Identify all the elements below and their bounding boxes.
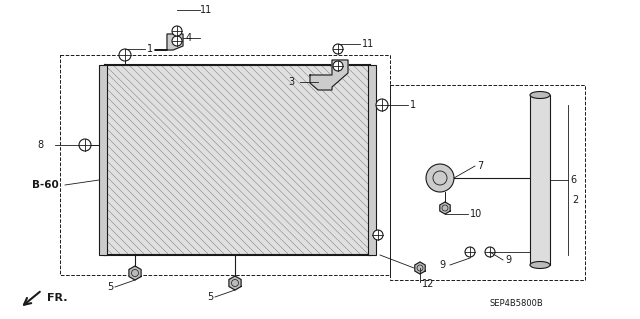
Polygon shape bbox=[440, 202, 450, 214]
Circle shape bbox=[373, 230, 383, 240]
Circle shape bbox=[376, 99, 388, 111]
Text: B-60: B-60 bbox=[32, 180, 59, 190]
Polygon shape bbox=[310, 60, 348, 90]
Polygon shape bbox=[415, 262, 425, 274]
Ellipse shape bbox=[530, 262, 550, 269]
Bar bbox=[368, 65, 376, 255]
Text: 5: 5 bbox=[207, 292, 213, 302]
Circle shape bbox=[172, 36, 182, 46]
Polygon shape bbox=[155, 34, 183, 50]
Bar bbox=[530, 95, 550, 265]
Polygon shape bbox=[129, 266, 141, 280]
Text: 1: 1 bbox=[410, 100, 416, 110]
Bar bbox=[99, 65, 107, 255]
Bar bbox=[390, 85, 585, 280]
Text: 7: 7 bbox=[477, 161, 483, 171]
Text: 6: 6 bbox=[570, 175, 576, 185]
Text: 11: 11 bbox=[362, 39, 374, 49]
Text: 9: 9 bbox=[439, 260, 445, 270]
Circle shape bbox=[485, 247, 495, 257]
Circle shape bbox=[333, 61, 343, 71]
Bar bbox=[105, 65, 370, 255]
Circle shape bbox=[172, 26, 182, 36]
Text: 8: 8 bbox=[37, 140, 43, 150]
Text: 2: 2 bbox=[572, 195, 579, 205]
Polygon shape bbox=[229, 276, 241, 290]
Circle shape bbox=[79, 139, 91, 151]
Text: 1: 1 bbox=[147, 44, 153, 54]
Text: 3: 3 bbox=[288, 77, 294, 87]
Circle shape bbox=[465, 247, 475, 257]
Text: FR.: FR. bbox=[47, 293, 67, 303]
Circle shape bbox=[119, 49, 131, 61]
Text: 12: 12 bbox=[422, 279, 435, 289]
Text: 10: 10 bbox=[470, 209, 483, 219]
Text: 5: 5 bbox=[107, 282, 113, 292]
Text: 11: 11 bbox=[200, 5, 212, 15]
Ellipse shape bbox=[530, 92, 550, 99]
Text: 4: 4 bbox=[186, 33, 192, 43]
Circle shape bbox=[333, 44, 343, 54]
Circle shape bbox=[426, 164, 454, 192]
Text: 9: 9 bbox=[505, 255, 511, 265]
Text: SEP4B5800B: SEP4B5800B bbox=[490, 299, 544, 308]
Bar bbox=[60, 55, 390, 275]
